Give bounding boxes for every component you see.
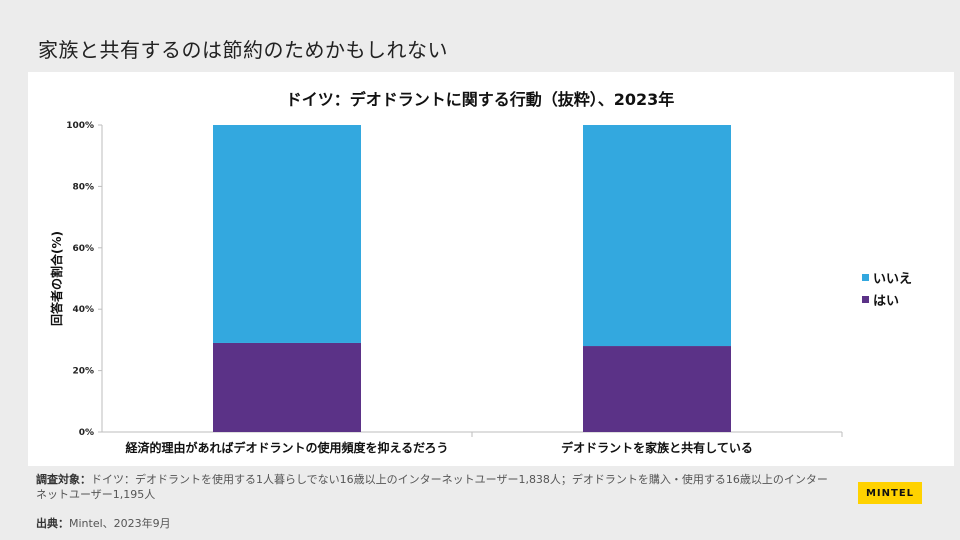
bar-no-2 <box>583 125 731 347</box>
survey-footnote: 調査対象：ドイツ：デオドラントを使用する1人暮らしでない16歳以上のインターネッ… <box>36 472 836 502</box>
y-tick-label: 0% <box>79 428 94 438</box>
legend-swatch <box>862 295 869 303</box>
y-axis-title: 回答者の割合(%) <box>49 231 64 326</box>
legend-item: いいえ <box>862 266 912 288</box>
source-label: 出典： <box>36 517 69 530</box>
y-tick-label: 100% <box>66 121 94 131</box>
footnote-label: 調査対象： <box>36 473 91 486</box>
source-note: 出典：Mintel、2023年9月 <box>36 515 171 531</box>
y-tick-label: 60% <box>72 244 94 254</box>
footnote-text: ドイツ：デオドラントを使用する1人暮らしでない16歳以上のインターネットユーザー… <box>36 473 828 501</box>
mintel-logo: MINTEL <box>858 482 922 504</box>
slide-title: 家族と共有するのは節約のためかもしれない <box>38 38 448 62</box>
bar-yes-2 <box>583 346 731 432</box>
legend-item: はい <box>862 288 912 310</box>
bar-no-1 <box>213 125 361 343</box>
x-category-label: デオドラントを家族と共有している <box>561 440 753 455</box>
chart-title: ドイツ：デオドラントに関する行動（抜粋）、2023年 <box>285 90 675 109</box>
legend-swatch <box>862 273 869 281</box>
bar-yes-1 <box>213 342 361 432</box>
source-text: Mintel、2023年9月 <box>69 517 171 530</box>
y-tick-label: 20% <box>72 367 94 377</box>
chart-panel <box>28 72 954 466</box>
chart-legend: いいえ はい <box>862 266 912 310</box>
y-tick-label: 80% <box>72 182 94 192</box>
y-tick-label: 40% <box>72 305 94 315</box>
legend-label: いいえ <box>873 271 913 287</box>
x-category-label: 経済的理由があればデオドラントの使用頻度を抑えるだろう <box>126 440 449 455</box>
legend-label: はい <box>873 293 900 309</box>
